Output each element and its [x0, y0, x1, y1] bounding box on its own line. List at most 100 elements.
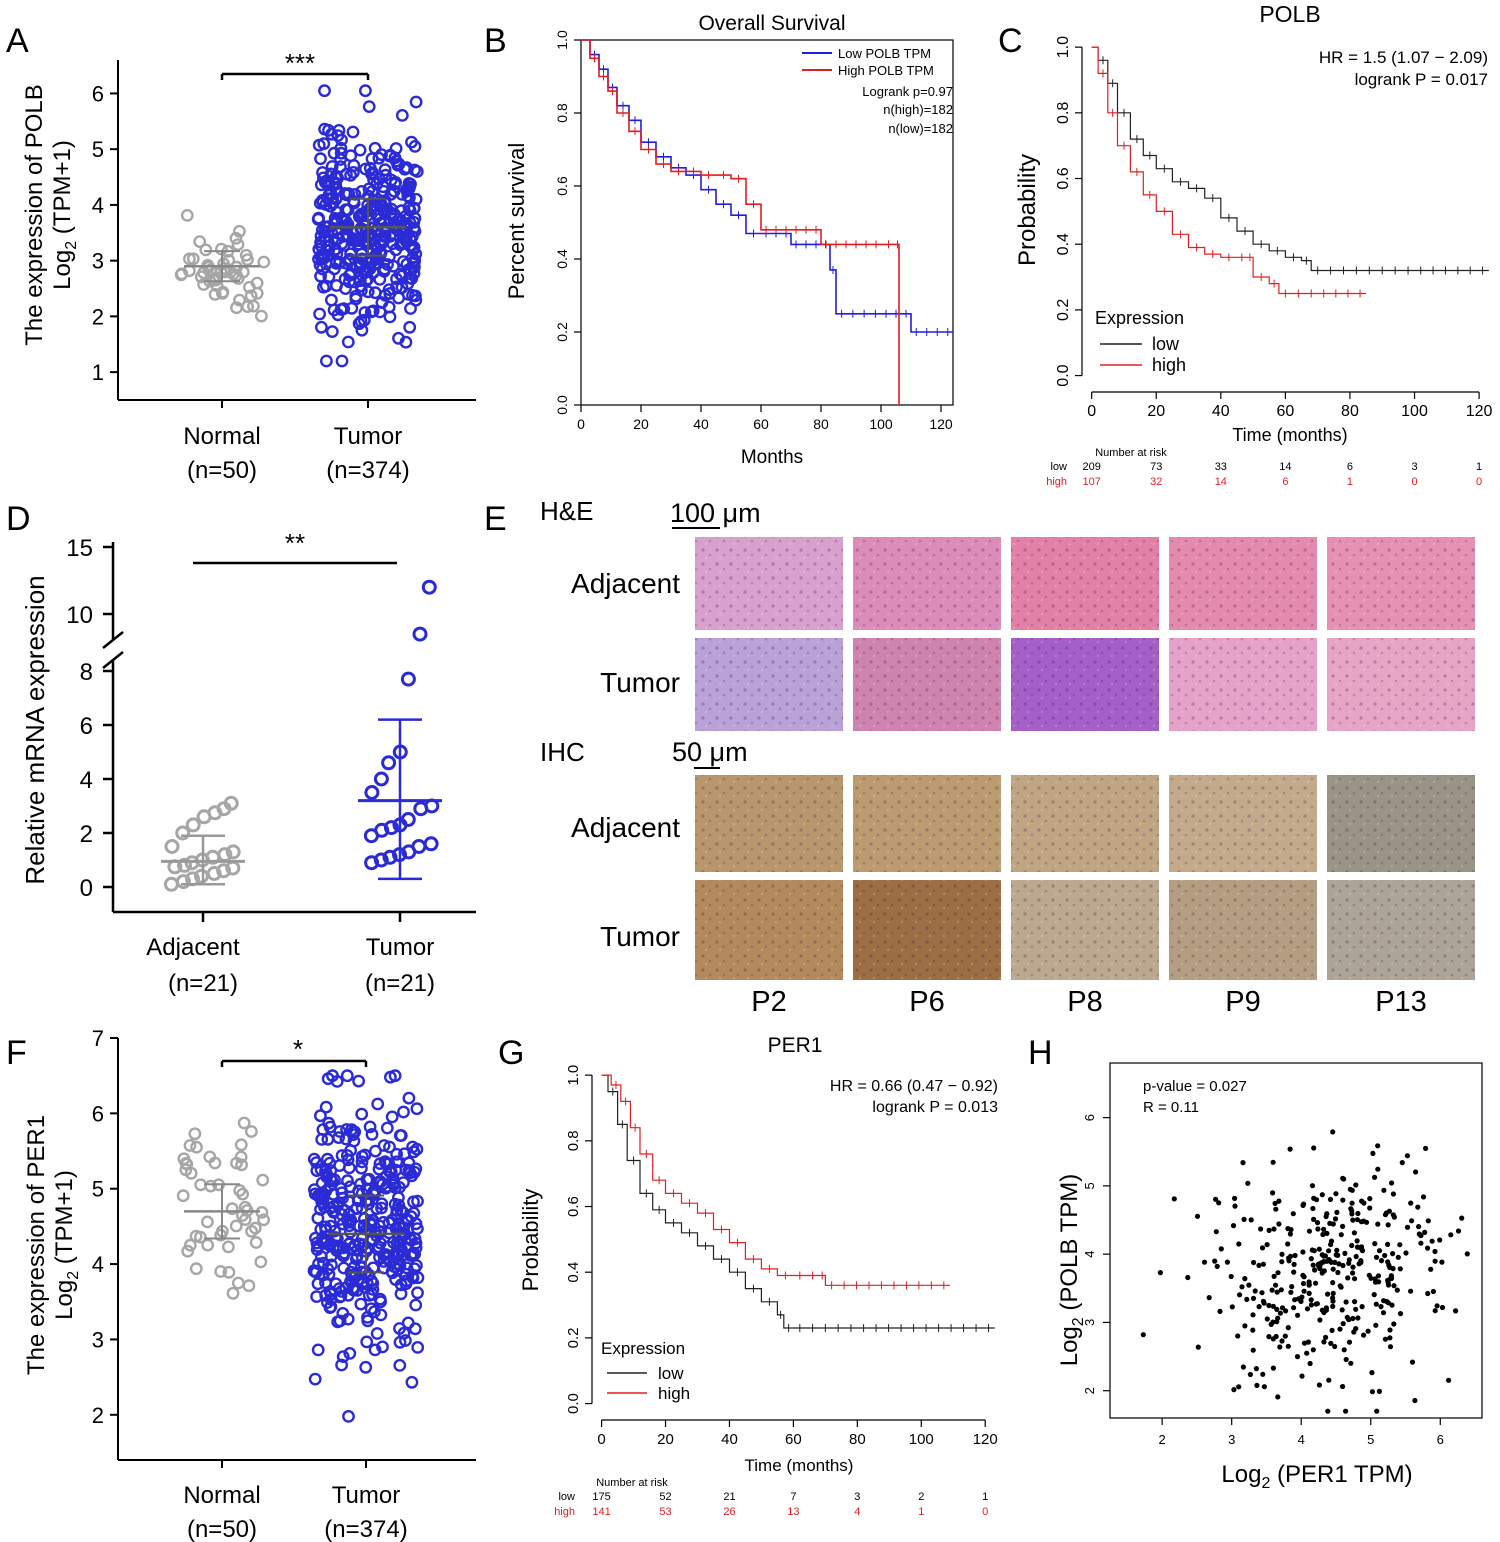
tile-texture: [695, 775, 843, 872]
tile-texture: [1169, 638, 1317, 731]
risk-low-value: 6: [1347, 461, 1353, 473]
data-point: [1333, 1252, 1339, 1258]
risk-low-value: 209: [1083, 461, 1101, 473]
data-point: [329, 177, 343, 191]
data-point: [1194, 1213, 1201, 1219]
data-point: [354, 1297, 368, 1311]
annot-g-p: logrank P = 0.013: [872, 1099, 998, 1116]
data-point: [311, 212, 325, 226]
data-point: [1266, 1334, 1272, 1340]
data-point: [1271, 1273, 1277, 1279]
data-point: [1385, 1241, 1391, 1247]
data-point: [1313, 1280, 1319, 1286]
data-point: [183, 1139, 197, 1152]
data-point: [341, 1312, 355, 1326]
y-tick-label: 3: [1082, 1319, 1097, 1326]
data-point: [1320, 1231, 1326, 1238]
data-point: [373, 852, 389, 868]
data-point: [1330, 1290, 1336, 1296]
data-point: [1332, 1216, 1339, 1222]
data-point: [1319, 1192, 1325, 1198]
data-point: [1385, 1259, 1391, 1265]
data-point: [372, 1219, 386, 1233]
data-point: [383, 1140, 396, 1154]
y-tick-label: 0.2: [554, 322, 570, 342]
data-point: [1217, 1308, 1223, 1314]
data-point: [1372, 1174, 1378, 1180]
y-tick-label: 0.0: [554, 395, 570, 415]
data-point: [317, 247, 331, 261]
data-point: [1389, 1180, 1395, 1186]
data-point: [1389, 1302, 1395, 1308]
data-point: [385, 1110, 399, 1124]
data-point: [318, 122, 331, 136]
data-point: [257, 1213, 270, 1227]
data-point: [349, 289, 363, 303]
data-point: [1308, 1302, 1314, 1308]
data-point: [1312, 1267, 1318, 1273]
tile-texture: [1011, 638, 1159, 731]
data-point: [355, 1107, 369, 1121]
data-point: [1350, 1217, 1356, 1223]
data-point: [1250, 1295, 1257, 1301]
axis-break: [102, 651, 124, 669]
risk-low-value: 52: [659, 1491, 671, 1503]
data-point: [368, 1343, 382, 1357]
data-point: [1279, 1259, 1285, 1265]
x-tick-label: 100: [869, 416, 893, 432]
data-point: [341, 203, 355, 217]
panel-d-scatter: Relative mRNA expression ** Adjacent (n=…: [20, 528, 476, 997]
data-point: [381, 755, 397, 771]
row-he-adjacent: Adjacent: [571, 568, 680, 599]
data-point: [370, 1327, 384, 1340]
data-point: [395, 109, 409, 122]
data-point: [1385, 1279, 1391, 1285]
data-point: [398, 1147, 411, 1161]
data-point: [1236, 1384, 1242, 1390]
data-point: [237, 1116, 251, 1130]
data-point: [188, 1127, 202, 1141]
risk-low-value: 73: [1150, 461, 1162, 473]
data-point: [1218, 1246, 1224, 1252]
data-point: [366, 1283, 380, 1296]
data-point: [335, 354, 349, 368]
tile-texture: [853, 537, 1001, 630]
data-point: [1409, 1218, 1415, 1224]
data-point: [1326, 1377, 1332, 1383]
data-point: [236, 1187, 250, 1201]
data-point: [1365, 1328, 1371, 1334]
data-point: [359, 162, 372, 176]
data-point: [339, 1132, 353, 1146]
data-point: [1258, 1226, 1264, 1232]
data-point: [317, 137, 331, 151]
x-tick-label: 4: [1298, 1432, 1305, 1447]
data-point: [383, 820, 399, 836]
group-f-tumor-n: (n=374): [324, 1516, 407, 1542]
data-point: [193, 1230, 207, 1244]
data-point: [1242, 1323, 1248, 1329]
data-point: [347, 1134, 361, 1148]
data-point: [406, 288, 419, 302]
data-point: [1287, 1231, 1293, 1237]
data-point: [313, 1109, 327, 1123]
panel-e-histology: H&E 100 μm Adjacent Tumor IHC 50 μm Adja…: [540, 496, 1475, 1018]
data-point: [331, 1198, 344, 1212]
data-point: [1403, 1250, 1409, 1256]
data-point: [254, 309, 268, 323]
risk-low-value: 175: [592, 1491, 610, 1503]
legend-g-low: low: [658, 1364, 684, 1383]
x-tick-label: 5: [1367, 1432, 1374, 1447]
data-point: [1330, 1129, 1336, 1135]
data-point: [1353, 1253, 1359, 1260]
data-point: [231, 1276, 245, 1290]
data-point: [1354, 1217, 1360, 1223]
y-tick-label: 2: [92, 304, 104, 329]
data-point: [336, 229, 350, 243]
data-point: [229, 1219, 243, 1233]
data-point: [378, 163, 392, 177]
data-point: [1345, 1275, 1351, 1281]
risk-high-value: 26: [723, 1506, 735, 1518]
group-d-tumor-n: (n=21): [365, 970, 435, 997]
data-point: [403, 320, 417, 334]
data-point: [1259, 1245, 1266, 1251]
